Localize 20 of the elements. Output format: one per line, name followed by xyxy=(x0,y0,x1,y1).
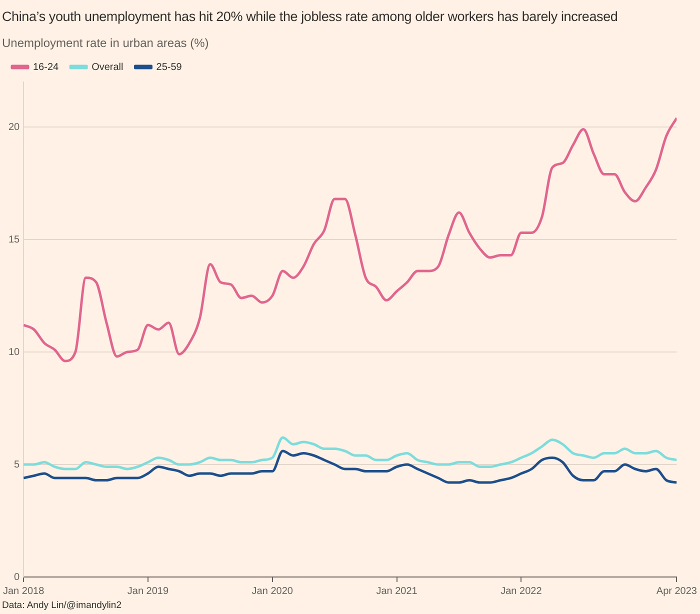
x-tick-label: Jan 2021 xyxy=(376,586,418,597)
y-tick-label: 5 xyxy=(14,459,20,470)
x-tick-label: Jan 2019 xyxy=(127,586,169,597)
legend-label: 25-59 xyxy=(156,62,182,73)
x-tick-label: Jan 2020 xyxy=(252,586,294,597)
line-series xyxy=(24,450,677,484)
line-series xyxy=(24,436,677,470)
y-tick-label: 15 xyxy=(8,234,20,246)
x-tick-label: Apr 2023 xyxy=(656,586,698,597)
x-tick-label: Jan 2018 xyxy=(2,586,45,597)
legend-label: 16-24 xyxy=(33,62,60,73)
y-tick-label: 20 xyxy=(8,122,20,133)
y-tick-label: 10 xyxy=(8,346,20,358)
chart-subtitle: Unemployment rate in urban areas (%) xyxy=(2,36,210,50)
y-tick-label: 0 xyxy=(14,572,20,583)
x-tick-label: Jan 2022 xyxy=(500,586,542,597)
line-series xyxy=(24,116,677,362)
text: Data: Andy Lin/@imandylin2 xyxy=(2,600,122,611)
chart-title: China’s youth unemployment has hit 20% while the jobless rate among older workers has barely increased xyxy=(2,8,619,26)
legend-label: Overall xyxy=(92,62,124,73)
